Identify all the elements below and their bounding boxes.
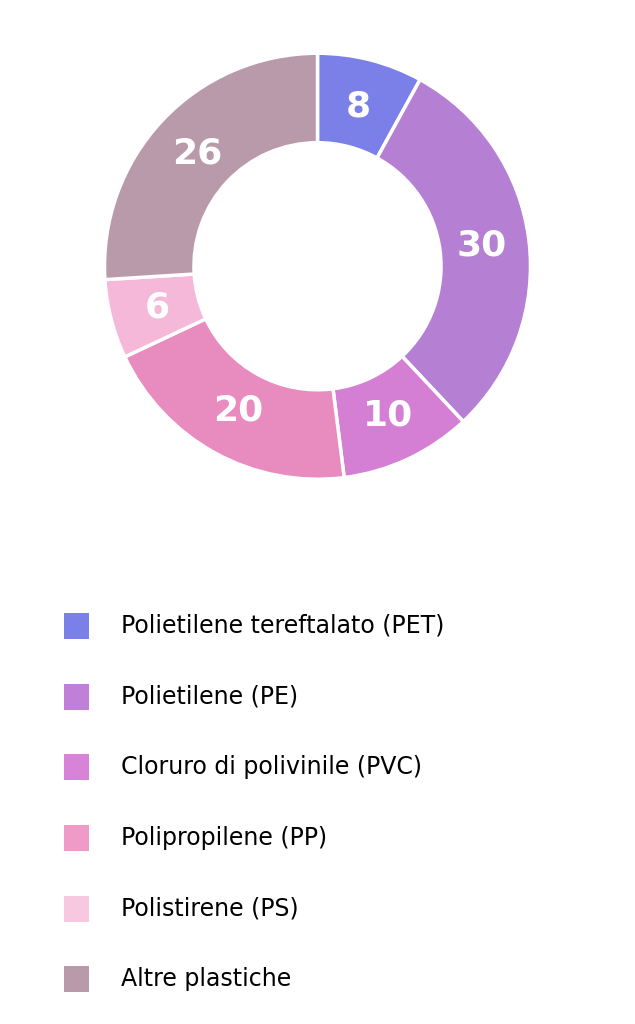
Text: Polietilene (PE): Polietilene (PE)	[121, 685, 298, 709]
Bar	[64, 755, 90, 780]
Text: 20: 20	[213, 394, 263, 428]
Bar	[64, 967, 90, 992]
Wedge shape	[318, 53, 420, 158]
Text: Polistirene (PS): Polistirene (PS)	[121, 897, 298, 921]
Text: 8: 8	[346, 89, 371, 123]
Wedge shape	[333, 356, 464, 477]
Text: Altre plastiche: Altre plastiche	[121, 968, 291, 991]
Bar	[64, 613, 90, 639]
Text: 6: 6	[145, 290, 170, 325]
Text: Polipropilene (PP): Polipropilene (PP)	[121, 826, 327, 850]
Text: Cloruro di polivinile (PVC): Cloruro di polivinile (PVC)	[121, 756, 422, 779]
Bar	[64, 684, 90, 710]
Wedge shape	[105, 274, 206, 357]
Wedge shape	[377, 80, 530, 422]
Text: 30: 30	[456, 228, 506, 262]
Text: 26: 26	[172, 136, 222, 170]
Text: 10: 10	[363, 398, 413, 432]
Wedge shape	[105, 53, 318, 280]
Wedge shape	[125, 318, 344, 479]
Bar	[64, 896, 90, 922]
Text: Polietilene tereftalato (PET): Polietilene tereftalato (PET)	[121, 614, 444, 638]
Bar	[64, 825, 90, 851]
